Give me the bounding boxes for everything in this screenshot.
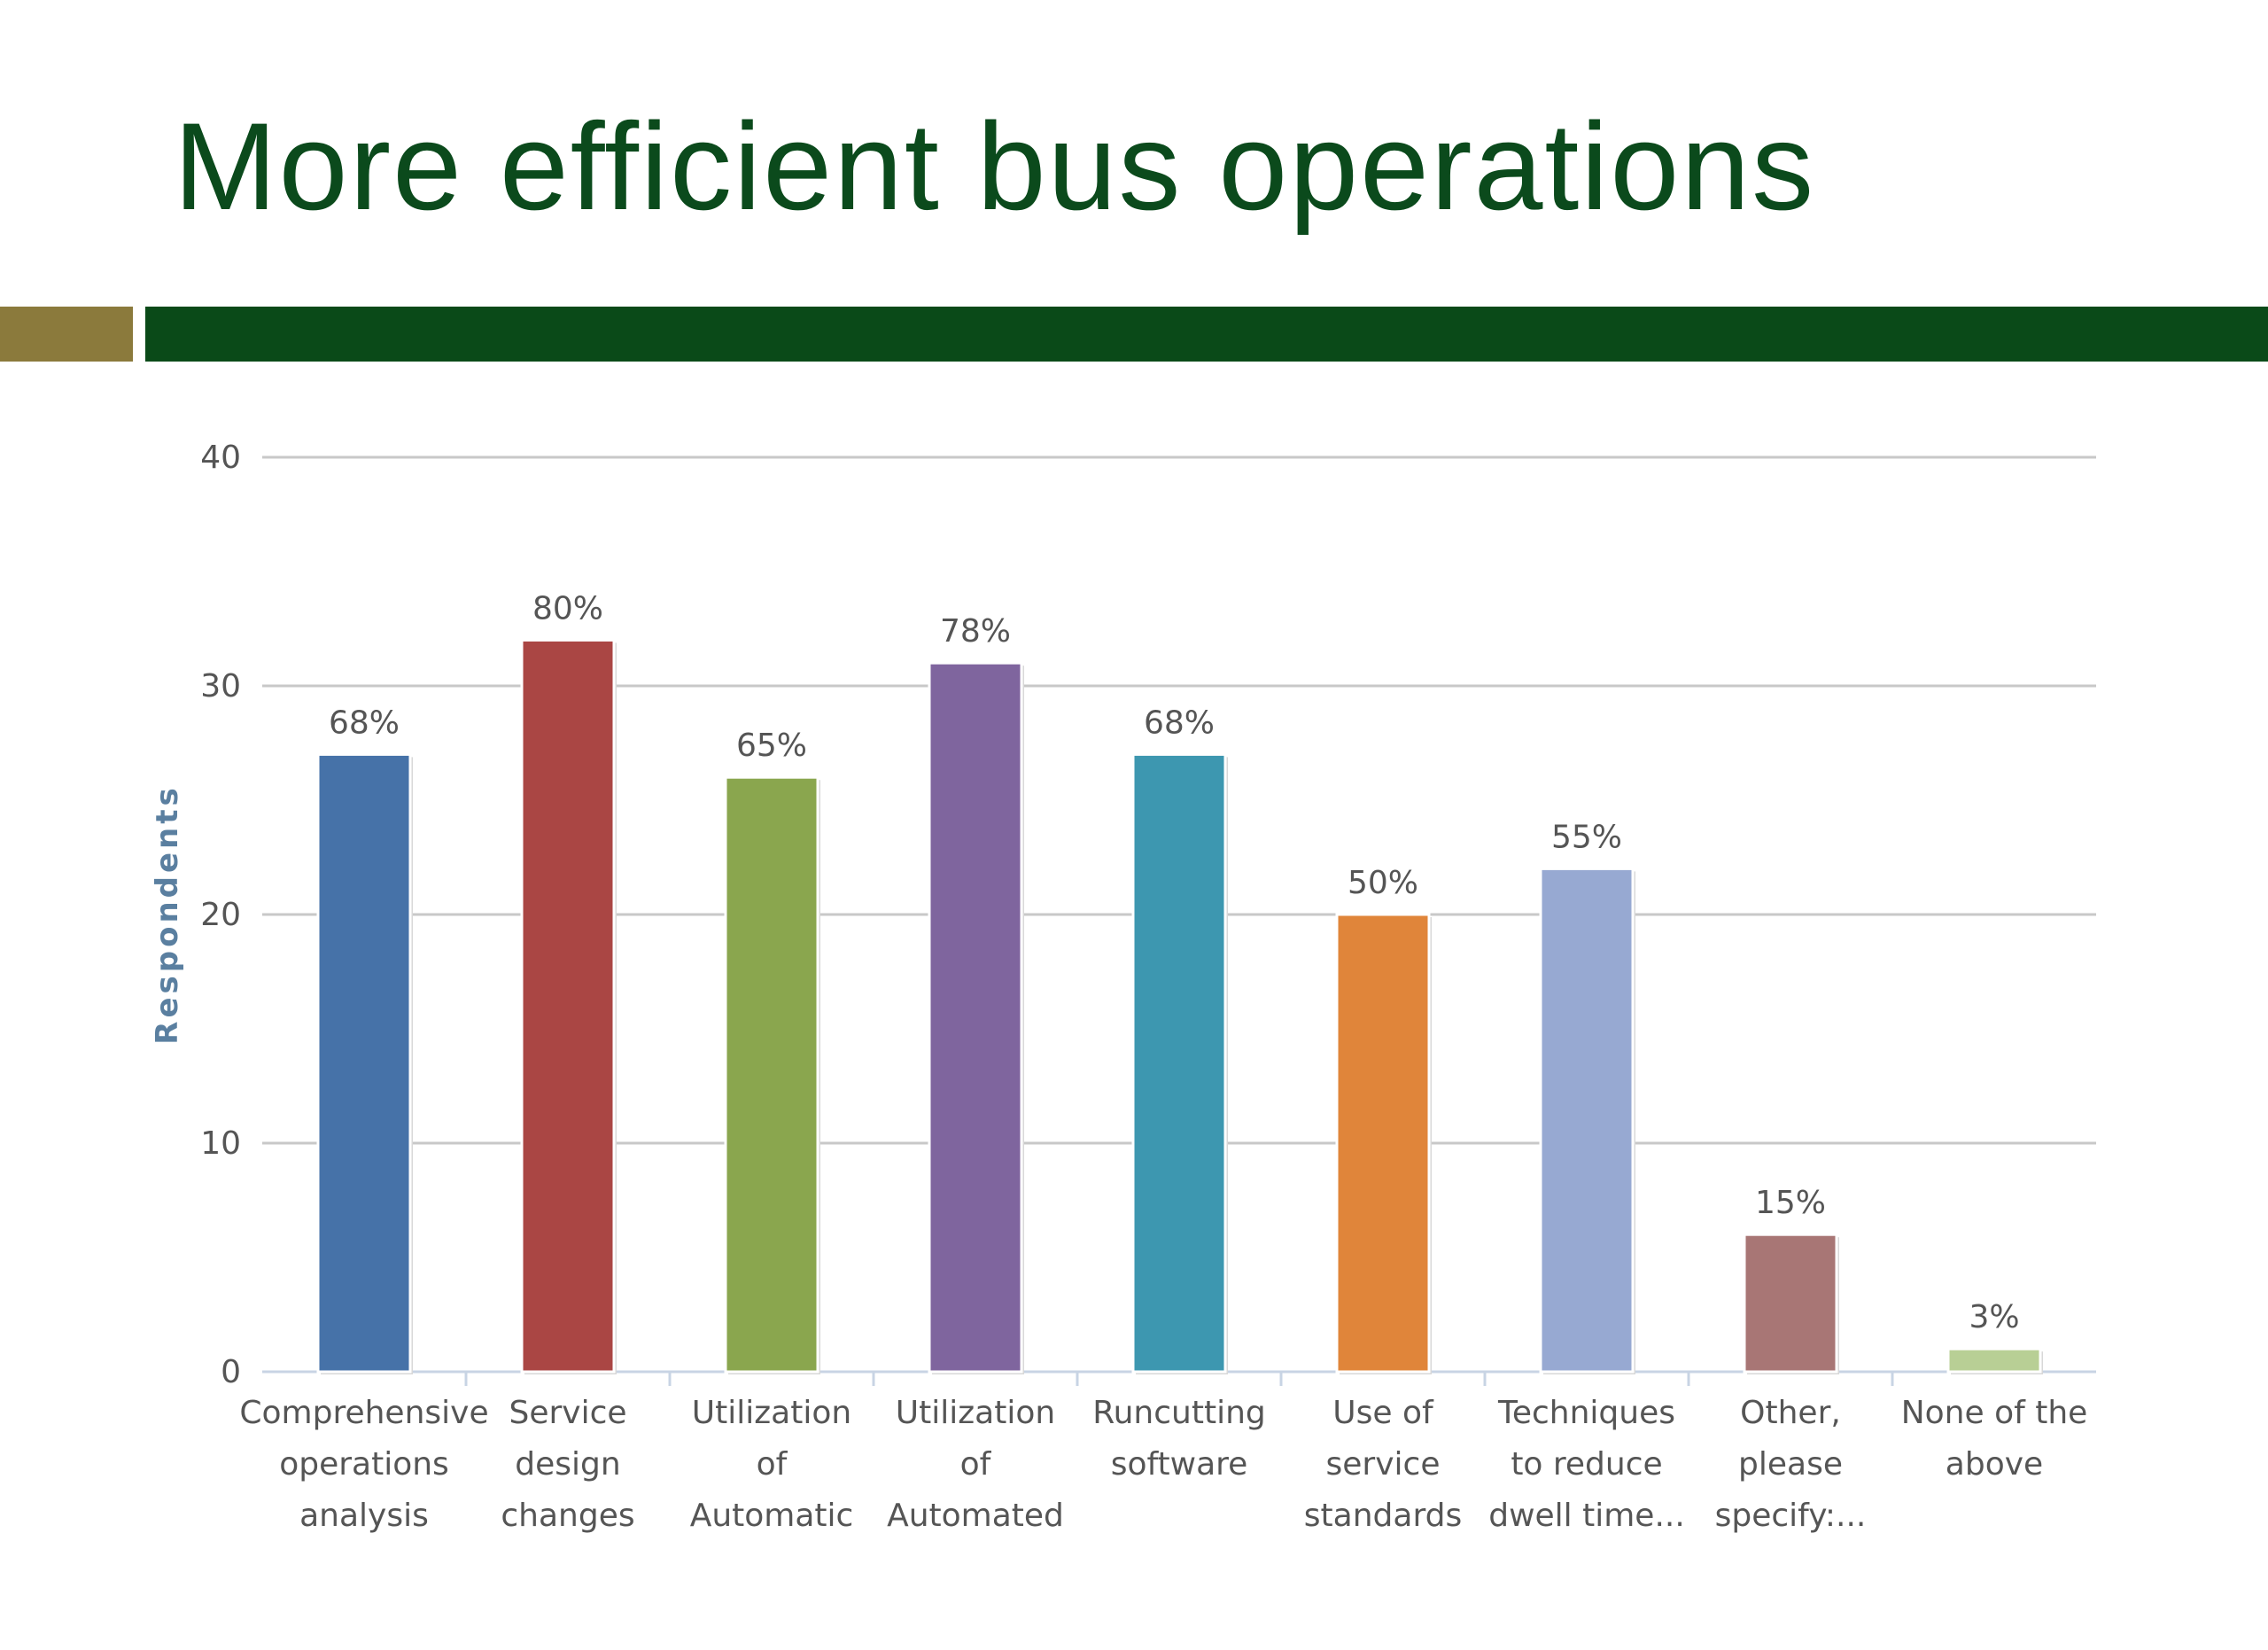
y-tick-label: 20 — [200, 897, 241, 933]
category-label: Techniques — [1497, 1395, 1675, 1431]
data-label: 78% — [940, 613, 1011, 650]
category-label: Use of — [1332, 1395, 1434, 1431]
data-label: 3% — [1969, 1299, 2019, 1335]
category-label: above — [1946, 1446, 2043, 1483]
category-label: operations — [279, 1446, 449, 1483]
bar — [1539, 867, 1635, 1374]
data-label: 68% — [329, 704, 400, 741]
category-label: standards — [1304, 1498, 1462, 1534]
slide-title: More efficient bus operations — [174, 97, 1816, 236]
category-label: None of the — [1901, 1395, 2088, 1431]
category-label: changes — [501, 1498, 634, 1534]
bar — [1335, 913, 1431, 1374]
category-label: analysis — [299, 1498, 429, 1534]
category-label: dwell time... — [1488, 1498, 1685, 1534]
category-label: service — [1326, 1446, 1441, 1483]
bar — [316, 752, 412, 1374]
y-tick-label: 30 — [200, 668, 241, 704]
category-label: Utilization — [692, 1395, 851, 1431]
category-label: Comprehensive — [239, 1395, 488, 1431]
category-label: Runcutting — [1092, 1395, 1266, 1431]
category-label: of — [960, 1446, 992, 1483]
category-label: specify:... — [1715, 1498, 1867, 1534]
data-label: 50% — [1348, 865, 1418, 901]
bar — [1743, 1233, 1838, 1374]
y-axis-label: Respondents — [150, 784, 185, 1044]
data-label: 55% — [1551, 819, 1622, 855]
category-label: of — [757, 1446, 788, 1483]
accent-bar-green — [145, 307, 2268, 362]
y-tick-label: 40 — [200, 440, 241, 476]
data-label: 80% — [532, 590, 603, 627]
data-label: 68% — [1144, 704, 1215, 741]
category-label: Utilization — [896, 1395, 1055, 1431]
labels: 0 10 20 30 40 68% Comprehensive operations analy… — [200, 440, 2087, 1534]
bar — [724, 775, 819, 1374]
bar — [1946, 1347, 2042, 1374]
category-label: Service — [509, 1395, 626, 1431]
data-label: 65% — [736, 728, 807, 764]
category-label: software — [1111, 1446, 1248, 1483]
bar-chart: 0 10 20 30 40 68% Comprehensive operations analy… — [150, 440, 2096, 1534]
category-label: please — [1738, 1446, 1843, 1483]
y-tick-label: 0 — [221, 1354, 241, 1390]
category-label: Automated — [887, 1498, 1064, 1534]
y-tick-label: 10 — [200, 1125, 241, 1162]
bars — [316, 638, 2043, 1374]
bar — [1131, 752, 1227, 1374]
category-label: design — [515, 1446, 620, 1483]
category-label: Other, — [1740, 1395, 1841, 1431]
category-label: Automatic — [690, 1498, 854, 1534]
accent-bar-gold — [0, 307, 133, 362]
bar — [928, 661, 1023, 1374]
category-label: to reduce — [1511, 1446, 1662, 1483]
bar — [520, 638, 616, 1374]
data-label: 15% — [1755, 1185, 1826, 1221]
